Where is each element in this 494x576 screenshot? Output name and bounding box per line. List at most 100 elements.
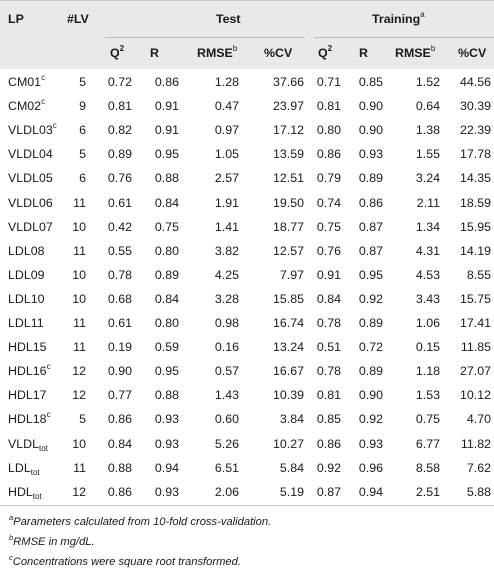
- q2-tr-value: 0.78: [316, 364, 341, 379]
- lp-name: HDL17: [8, 388, 47, 403]
- rmse-tr-value: 1.18: [415, 364, 440, 379]
- rmse-t-value: 0.47: [214, 99, 239, 114]
- header-rmse-training-footnote-mark: b: [430, 44, 436, 53]
- lp-name-cell: LDL10: [8, 292, 45, 306]
- r-tr-value: 0.92: [358, 412, 383, 427]
- header-q2-test-label: Q: [110, 46, 120, 60]
- cv-t-value: 23.97: [272, 99, 304, 114]
- q2-tr-value: 0.84: [316, 291, 341, 306]
- rmse-t-value: 0.98: [214, 316, 239, 330]
- footnote-a-mark: a: [9, 513, 14, 522]
- rmse-tr-value: 1.55: [415, 147, 440, 162]
- header-lp: LP: [8, 12, 24, 26]
- r-t-value: 0.93: [154, 412, 179, 427]
- cv-t-value: 5.84: [279, 460, 304, 475]
- lp-name-cell: VLDL05: [8, 171, 53, 185]
- footnote-c-text: Concentrations were square root transfor…: [12, 556, 241, 568]
- lp-name-cell: VLDL03c: [8, 121, 57, 138]
- rmse-tr-value: 2.51: [415, 484, 440, 499]
- header-rmse-test: RMSEb: [197, 45, 237, 61]
- q2-t-value: 0.55: [107, 243, 132, 258]
- r-tr-value: 0.87: [358, 243, 383, 258]
- q2-t-value: 0.78: [107, 267, 132, 282]
- table-row: VLDLtot 10 0.84 0.93 5.26 10.27 0.86 0.93 6.77 11…: [0, 433, 494, 457]
- r-t-value: 0.84: [154, 291, 179, 306]
- q2-tr-value: 0.85: [316, 412, 341, 427]
- footnote-a: aParameters calculated from 10-fold cros…: [9, 512, 489, 532]
- lv-value: 6: [79, 171, 86, 186]
- lp-name: VLDL: [8, 436, 39, 451]
- table-row: VLDL05 6 0.76 0.88 2.57 12.51 0.79 0.89 3.24 14.3…: [0, 167, 494, 191]
- table-row: HDL18c 5 0.86 0.93 0.60 3.84 0.85 0.92 0.75 4.70: [0, 408, 494, 432]
- q2-t-value: 0.84: [107, 436, 132, 451]
- cv-t-value: 18.77: [272, 219, 304, 234]
- table-row: VLDL04 5 0.89 0.95 1.05 13.59 0.86 0.93 1.55 17.7…: [0, 143, 494, 167]
- table-row: LDLtot 11 0.88 0.94 6.51 5.84 0.92 0.96 8.58 7.62: [0, 457, 494, 481]
- cv-tr-value: 30.39: [459, 99, 491, 114]
- lp-name: VLDL05: [8, 171, 53, 186]
- footnotes: aParameters calculated from 10-fold cros…: [9, 512, 489, 572]
- r-tr-value: 0.94: [358, 484, 383, 499]
- header-training: Traininga: [372, 11, 425, 27]
- rmse-t-value: 0.16: [214, 340, 239, 355]
- r-tr-value: 0.90: [358, 123, 383, 138]
- header-test: Test: [216, 12, 241, 26]
- rmse-tr-value: 8.58: [415, 460, 440, 475]
- rmse-tr-value: 1.38: [415, 123, 440, 138]
- q2-t-value: 0.42: [107, 219, 132, 234]
- lp-name: HDL16: [8, 364, 47, 379]
- lp-name: LDL10: [8, 291, 45, 306]
- cv-tr-value: 7.62: [466, 460, 491, 475]
- r-tr-value: 0.93: [358, 436, 383, 451]
- lv-value: 11: [73, 316, 86, 330]
- r-tr-value: 0.87: [358, 219, 383, 234]
- lp-name-cell: LDL09: [8, 268, 45, 282]
- lv-value: 10: [72, 291, 86, 306]
- q2-tr-value: 0.71: [316, 75, 341, 89]
- r-tr-value: 0.86: [358, 195, 383, 210]
- lp-name-cell: CM02c: [8, 98, 45, 114]
- footnote-c: cConcentrations were square root transfo…: [9, 552, 489, 572]
- rmse-t-value: 1.41: [214, 219, 239, 234]
- lp-name-cell: CM01c: [8, 74, 45, 90]
- cv-tr-value: 22.39: [459, 123, 491, 138]
- q2-t-value: 0.82: [107, 123, 132, 138]
- cv-tr-value: 15.95: [459, 219, 491, 234]
- table-row: VLDL07 10 0.42 0.75 1.41 18.77 0.75 0.87 1.34 15.…: [0, 216, 494, 240]
- header-training-label: Training: [372, 12, 421, 26]
- r-t-value: 0.84: [154, 195, 179, 210]
- lp-name: VLDL04: [8, 147, 53, 162]
- r-t-value: 0.88: [154, 171, 179, 186]
- q2-t-value: 0.61: [107, 316, 132, 330]
- header-cv-training: %CV: [458, 46, 487, 60]
- q2-tr-value: 0.81: [316, 388, 341, 403]
- lp-footnote-mark: c: [52, 121, 57, 131]
- cv-t-value: 10.27: [272, 436, 304, 451]
- rmse-t-value: 3.82: [214, 243, 239, 258]
- rmse-tr-value: 3.43: [415, 291, 440, 306]
- training-group-rule: [314, 37, 494, 38]
- rmse-t-value: 0.60: [214, 412, 239, 427]
- rmse-t-value: 1.91: [214, 195, 239, 210]
- r-tr-value: 0.90: [358, 388, 383, 403]
- lv-value: 5: [79, 412, 86, 427]
- lv-value: 10: [72, 267, 86, 282]
- r-tr-value: 0.89: [358, 364, 383, 379]
- lv-value: 5: [79, 147, 86, 162]
- cv-tr-value: 10.12: [459, 388, 491, 403]
- cv-t-value: 13.59: [272, 147, 304, 162]
- q2-tr-value: 0.80: [316, 123, 341, 138]
- header-rmse-training-label: RMSE: [395, 46, 431, 60]
- cv-t-value: 17.12: [272, 123, 304, 138]
- cv-tr-value: 17.78: [459, 147, 491, 162]
- cv-tr-value: 17.41: [459, 316, 491, 330]
- header-lv: #LV: [67, 12, 89, 26]
- r-t-value: 0.89: [154, 267, 179, 282]
- cv-tr-value: 4.70: [466, 412, 491, 427]
- lp-name-cell: VLDLtot: [8, 436, 48, 453]
- r-t-value: 0.94: [154, 460, 179, 475]
- lp-name: CM02: [8, 99, 42, 114]
- lp-name-cell: LDL11: [8, 316, 44, 330]
- rmse-tr-value: 1.53: [415, 388, 440, 403]
- cv-t-value: 3.84: [279, 412, 304, 427]
